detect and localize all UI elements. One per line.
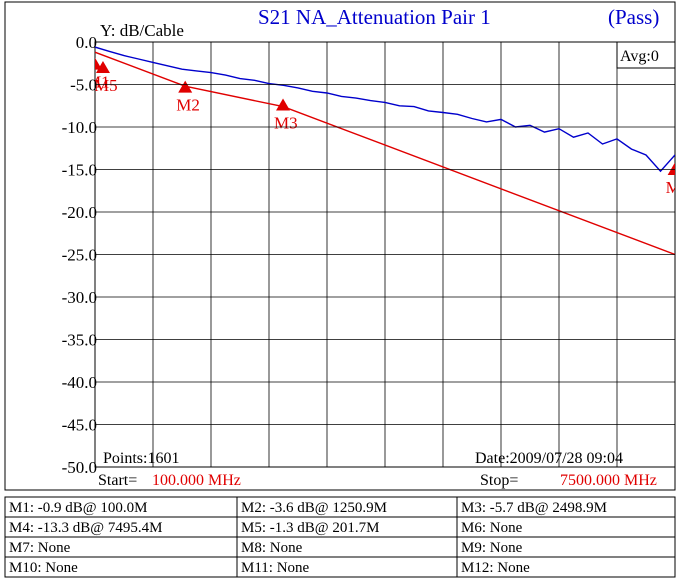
marker xyxy=(178,80,193,93)
chart-title: S21 NA_Attenuation Pair 1 xyxy=(258,5,491,29)
table-cell: M3: -5.7 dB@ 2498.9M xyxy=(461,500,607,516)
y-tick-label: -35.0 xyxy=(62,331,97,350)
table-cell: M8: None xyxy=(241,540,303,556)
status: (Pass) xyxy=(608,5,659,29)
marker xyxy=(95,61,110,74)
table-cell: M9: None xyxy=(461,540,523,556)
y-tick-label: -15.0 xyxy=(62,161,97,180)
marker xyxy=(667,163,675,176)
table-cell: M10: None xyxy=(9,560,78,576)
stop-value: 7500.000 MHz xyxy=(560,472,657,489)
table-cell: M11: None xyxy=(241,560,310,576)
marker-label: M1 xyxy=(86,73,110,92)
y-tick-label: -50.0 xyxy=(62,458,97,477)
y-label: Y: dB/Cable xyxy=(100,21,184,40)
points: Points:1601 xyxy=(103,450,179,467)
table-cell: M4: -13.3 dB@ 7495.4M xyxy=(9,520,162,536)
y-tick-label: -45.0 xyxy=(62,416,97,435)
date: Date:2009/07/28 09:04 xyxy=(475,450,623,467)
y-tick-label: -25.0 xyxy=(62,246,97,265)
table-cell: M12: None xyxy=(461,560,530,576)
y-tick-label: -40.0 xyxy=(62,373,97,392)
table-cell: M6: None xyxy=(461,520,523,536)
marker-label: M5 xyxy=(94,76,118,95)
trace xyxy=(95,46,675,173)
start-value: 100.000 MHz xyxy=(152,472,241,489)
table-cell: M2: -3.6 dB@ 1250.9M xyxy=(241,500,387,516)
avg-box xyxy=(616,41,676,69)
table-cell: M1: -0.9 dB@ 100.0M xyxy=(9,500,147,516)
y-tick-label: -5.0 xyxy=(70,76,97,95)
chart-frame xyxy=(4,1,676,491)
start-label: Start= xyxy=(98,472,137,489)
marker xyxy=(276,98,291,111)
y-tick-label: -10.0 xyxy=(62,118,97,137)
table-cell: M7: None xyxy=(9,540,71,556)
stop-label: Stop= xyxy=(480,472,518,489)
marker-label: M4 xyxy=(666,178,679,197)
trace xyxy=(95,51,675,256)
y-tick-label: -20.0 xyxy=(62,203,97,222)
table-cell: M5: -1.3 dB@ 201.7M xyxy=(241,520,379,536)
marker-label: M2 xyxy=(176,96,200,115)
marker-label: M3 xyxy=(274,113,298,132)
y-tick-label: -30.0 xyxy=(62,288,97,307)
marker-table: M1: -0.9 dB@ 100.0M M2: -3.6 dB@ 1250.9M M… xyxy=(4,496,676,578)
y-tick-label: 0.0 xyxy=(76,33,97,52)
avg: Avg:0 xyxy=(620,48,659,65)
